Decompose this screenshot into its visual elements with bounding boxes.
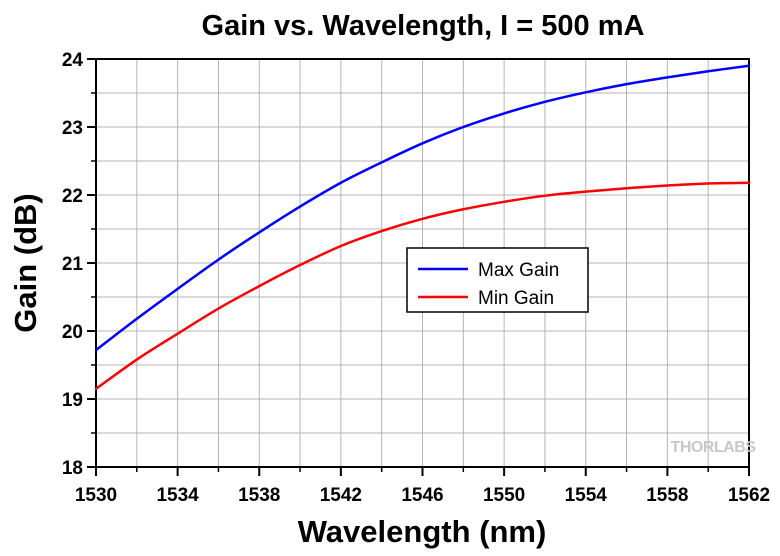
thorlabs-watermark: THORLABS (671, 439, 757, 456)
y-axis-ticks: 18 19 20 21 22 23 24 (62, 50, 96, 479)
x-tick-label: 1542 (320, 485, 362, 506)
series-line-0 (94, 64, 751, 352)
x-tick-label: 1530 (75, 485, 117, 506)
x-tick-label: 1534 (156, 485, 199, 506)
y-tick-label: 24 (62, 50, 84, 71)
y-tick-label: 18 (62, 458, 83, 479)
grid-lines (96, 59, 749, 467)
legend-label-0: Max Gain (478, 260, 559, 281)
chart-title: Gain vs. Wavelength, I = 500 mA (202, 10, 645, 42)
x-axis-title: Wavelength (nm) (298, 514, 547, 549)
y-tick-label: 19 (62, 390, 83, 411)
x-tick-label: 1538 (238, 485, 280, 506)
legend-box (406, 247, 589, 313)
x-axis-ticks: 1530 1534 1538 1542 1546 1550 1554 1558 1562 (75, 467, 770, 506)
x-tick-label: 1554 (565, 485, 608, 506)
legend-label-1: Min Gain (478, 288, 554, 309)
x-tick-label: 1558 (646, 485, 688, 506)
legend: Max Gain Min Gain (406, 247, 589, 313)
y-tick-label: 22 (62, 186, 83, 207)
x-tick-label: 1562 (728, 485, 770, 506)
y-tick-label: 21 (62, 254, 84, 275)
series-line-1 (94, 181, 751, 391)
x-tick-label: 1546 (401, 485, 443, 506)
y-tick-label: 23 (62, 118, 83, 139)
y-axis-title: Gain (dB) (8, 193, 43, 333)
series-layer (94, 64, 751, 391)
y-tick-label: 20 (62, 322, 83, 343)
x-tick-label: 1550 (483, 485, 525, 506)
